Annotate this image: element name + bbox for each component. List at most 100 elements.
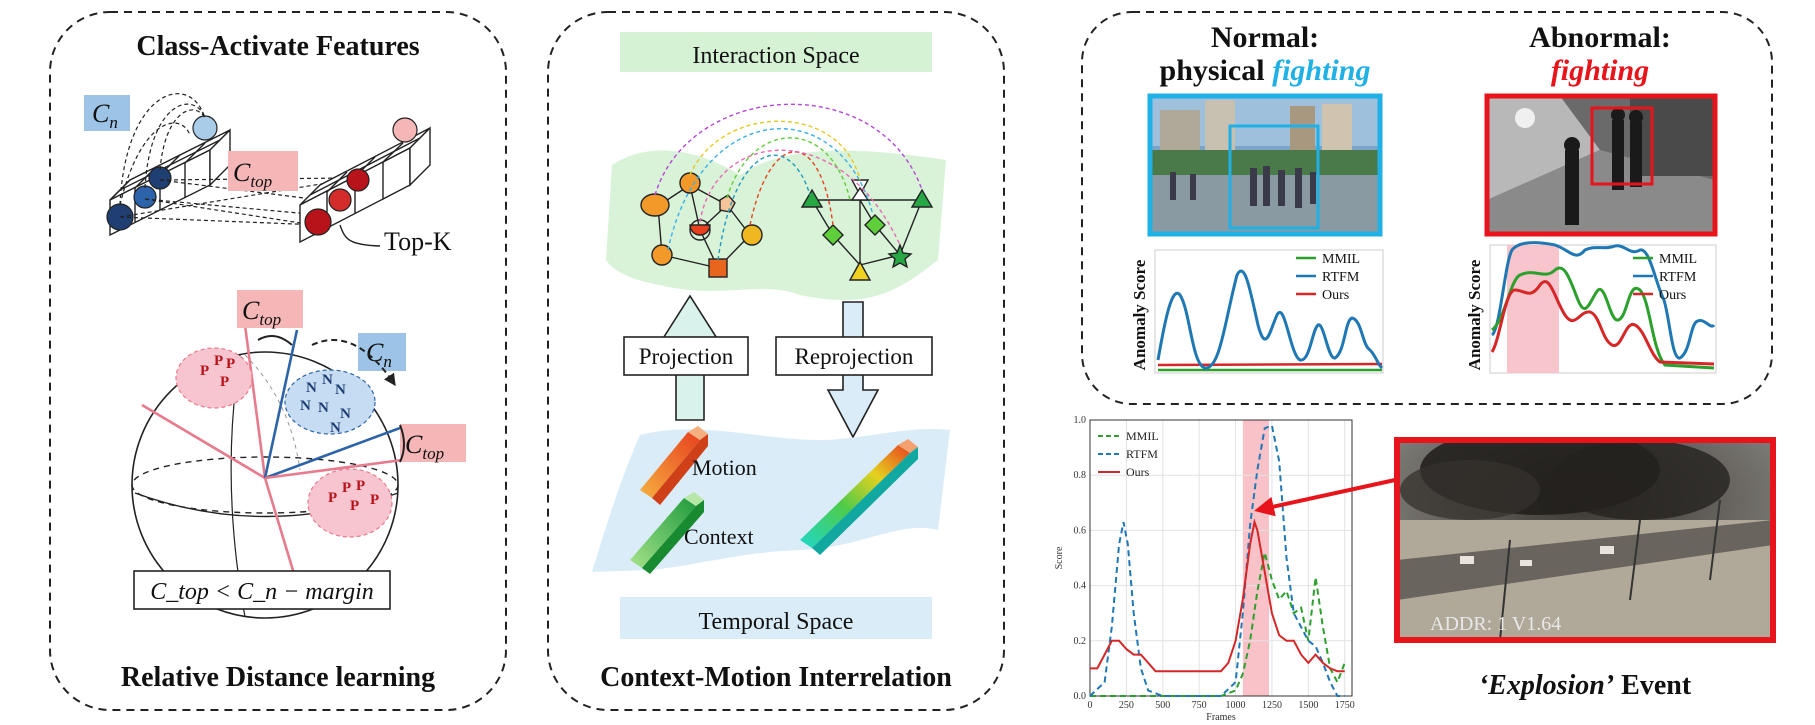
x-tick-label: 1500 xyxy=(1298,700,1318,711)
svg-text:C_top < C_n − margin: C_top < C_n − margin xyxy=(150,579,374,605)
explosion-score-chart: 0 250 500 750 1000 1250 1500 1750 0.0 0.2 0.4 0.6 0.… xyxy=(1054,415,1355,723)
y-tick-label: 1.0 xyxy=(1074,415,1087,426)
svg-text:Ctop: Ctop xyxy=(242,296,281,329)
motion-bar xyxy=(640,426,708,505)
svg-text:P: P xyxy=(350,498,359,514)
abnormal-title-line2: fighting xyxy=(1551,54,1649,87)
svg-text:Ours: Ours xyxy=(1322,288,1349,303)
panel-fighting-comparison: Normal: physical fighting Abnormal: figh… xyxy=(1081,11,1773,405)
graph-right xyxy=(800,179,934,281)
series-line-mmil xyxy=(1090,552,1346,697)
panel-class-activate: Class-Activate Features Cn xyxy=(49,11,507,711)
svg-text:P: P xyxy=(220,374,229,390)
interaction-arcs xyxy=(654,103,923,261)
svg-text:P: P xyxy=(342,480,351,496)
cn-label: Cn xyxy=(84,95,130,132)
svg-text:RTFM: RTFM xyxy=(1659,270,1697,285)
interaction-space-band xyxy=(620,32,932,72)
svg-text:N: N xyxy=(300,398,311,414)
left-panel-title: Class-Activate Features xyxy=(136,31,419,62)
svg-text:ADDR: 1 V1.64: ADDR: 1 V1.64 xyxy=(1430,613,1561,635)
motion-label: Motion xyxy=(692,455,757,480)
svg-text:Ours: Ours xyxy=(1659,288,1686,303)
plot-area xyxy=(1089,419,1353,697)
abnormal-title-line1: Abnormal: xyxy=(1529,21,1671,54)
legend-label: RTFM xyxy=(1126,447,1158,461)
graph-left xyxy=(640,172,763,278)
projection-label: Projection xyxy=(639,344,734,369)
y-tick-label: 0.0 xyxy=(1074,691,1087,702)
svg-text:Ctop: Ctop xyxy=(405,430,444,463)
normal-score-chart: Anomaly Score MMIL RTFM Ours xyxy=(1130,249,1384,374)
projection-box xyxy=(623,336,749,376)
interaction-space-label: Interaction Space xyxy=(692,43,859,69)
svg-text:P: P xyxy=(226,356,235,372)
abnormal-score-chart: Anomaly Score MMIL RTFM Ours xyxy=(1465,241,1717,374)
svg-text:N: N xyxy=(330,420,341,436)
x-tick-label: 750 xyxy=(1192,700,1207,711)
legend-label: MMIL xyxy=(1126,429,1159,443)
x-tick-label: 0 xyxy=(1088,700,1093,711)
feature-nodes-right xyxy=(304,117,418,236)
series-line-ours xyxy=(1090,518,1345,673)
explosion-caption: ‘Explosion’ Event xyxy=(1479,670,1692,701)
fused-bar xyxy=(800,439,918,555)
left-panel-footer: Relative Distance learning xyxy=(121,662,435,693)
svg-text:Ctop: Ctop xyxy=(233,158,272,191)
y-tick-label: 0.8 xyxy=(1074,470,1087,481)
svg-text:P: P xyxy=(328,490,337,506)
context-label: Context xyxy=(684,524,754,549)
svg-text:N: N xyxy=(318,400,329,416)
ctop-label-3: Ctop xyxy=(400,424,466,463)
feature-grid-left xyxy=(109,128,231,237)
x-axis-label: Frames xyxy=(1206,712,1236,720)
n-nodes: N N N N N N N xyxy=(300,372,351,436)
reprojection-label: Reprojection xyxy=(795,344,914,369)
mid-panel-footer: Context-Motion Interrelation xyxy=(600,662,952,693)
svg-text:Anomaly Score: Anomaly Score xyxy=(1465,259,1484,370)
p-nodes-lower: P P P P P xyxy=(328,478,379,514)
series-line-rtfm xyxy=(1089,424,1345,697)
svg-text:Anomaly Score: Anomaly Score xyxy=(1130,259,1149,370)
svg-text:P: P xyxy=(200,363,209,379)
normal-title-line2: physical fighting xyxy=(1160,54,1371,87)
x-tick-label: 1250 xyxy=(1262,700,1282,711)
reprojection-box xyxy=(775,336,933,376)
abnormal-video-frame xyxy=(1484,93,1718,237)
x-tick-label: 1750 xyxy=(1335,700,1355,711)
svg-text:P: P xyxy=(356,478,365,494)
temporal-space-band xyxy=(620,597,932,639)
cn-label-2: Cn xyxy=(358,333,406,371)
x-tick-label: 500 xyxy=(1155,700,1170,711)
y-tick-label: 0.2 xyxy=(1074,636,1087,647)
svg-text:N: N xyxy=(340,406,351,422)
activation-arcs xyxy=(119,93,346,227)
temporal-space-label: Temporal Space xyxy=(699,609,854,635)
topk-label: Top-K xyxy=(384,227,452,256)
svg-text:MMIL: MMIL xyxy=(1322,252,1360,267)
p-nodes-upper: P P P P xyxy=(200,353,235,390)
y-tick-label: 0.6 xyxy=(1074,525,1087,536)
y-tick-label: 0.4 xyxy=(1074,581,1087,592)
explosion-video-frame: ADDR: 1 V1.64 xyxy=(1394,437,1776,643)
svg-text:P: P xyxy=(370,492,379,508)
normal-video-frame xyxy=(1147,93,1383,237)
svg-text:N: N xyxy=(335,382,346,398)
panel-context-motion: Interaction Space xyxy=(547,11,1005,711)
x-tick-label: 1000 xyxy=(1226,700,1246,711)
ctop-label-1: Ctop xyxy=(228,151,298,191)
margin-formula: C_top < C_n − margin xyxy=(133,570,391,610)
svg-text:N: N xyxy=(322,372,333,388)
svg-text:MMIL: MMIL xyxy=(1659,252,1697,267)
interaction-plane xyxy=(606,150,946,301)
x-tick-label: 250 xyxy=(1119,700,1134,711)
svg-text:Cn: Cn xyxy=(366,338,392,371)
ctop-label-2: Ctop xyxy=(237,290,303,329)
normal-title-line1: Normal: xyxy=(1211,21,1319,54)
peak-arrow xyxy=(1254,478,1396,517)
hypersphere xyxy=(131,324,403,619)
legend-label: Ours xyxy=(1126,465,1150,479)
svg-text:N: N xyxy=(306,380,317,396)
svg-text:Cn: Cn xyxy=(92,99,118,132)
y-axis-label: Score xyxy=(1054,546,1065,569)
